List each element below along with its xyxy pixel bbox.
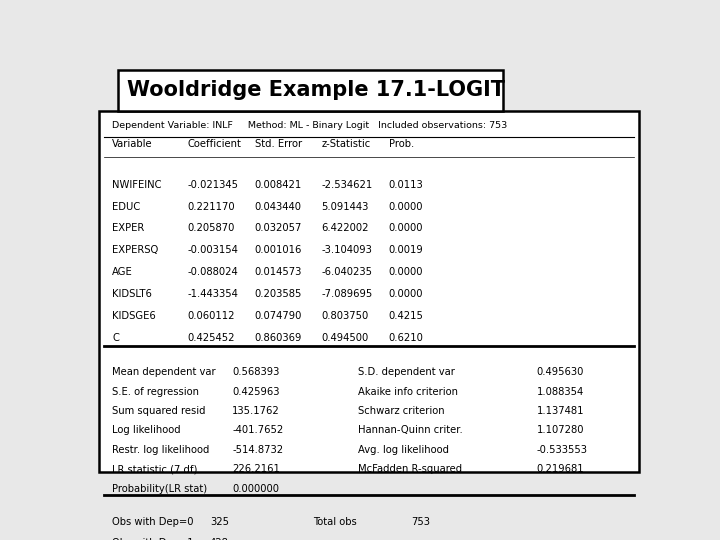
Text: Obs with Dep=1: Obs with Dep=1 [112, 538, 194, 540]
Text: 5.091443: 5.091443 [322, 201, 369, 212]
Text: S.D. dependent var: S.D. dependent var [358, 367, 455, 377]
Text: 753: 753 [411, 517, 430, 527]
Text: AGE: AGE [112, 267, 133, 278]
Text: 0.014573: 0.014573 [255, 267, 302, 278]
Text: 6.422002: 6.422002 [322, 224, 369, 233]
Text: 1.088354: 1.088354 [536, 387, 584, 397]
Text: Sum squared resid: Sum squared resid [112, 406, 206, 416]
Text: -1.443354: -1.443354 [188, 289, 238, 299]
Text: C: C [112, 333, 120, 343]
Text: KIDSLT6: KIDSLT6 [112, 289, 152, 299]
Text: Akaike info criterion: Akaike info criterion [358, 387, 458, 397]
Text: 0.219681: 0.219681 [536, 464, 584, 474]
Text: -2.534621: -2.534621 [322, 180, 373, 190]
Text: z-Statistic: z-Statistic [322, 139, 371, 149]
Text: 0.205870: 0.205870 [188, 224, 235, 233]
Text: 0.495630: 0.495630 [536, 367, 584, 377]
Text: -0.021345: -0.021345 [188, 180, 238, 190]
Text: Prob.: Prob. [389, 139, 414, 149]
Text: -401.7652: -401.7652 [233, 426, 284, 435]
Text: 0.221170: 0.221170 [188, 201, 235, 212]
Text: 0.425963: 0.425963 [233, 387, 280, 397]
Text: 0.060112: 0.060112 [188, 311, 235, 321]
Text: Dependent Variable: INLF     Method: ML - Binary Logit   Included observations: : Dependent Variable: INLF Method: ML - Bi… [112, 121, 508, 130]
Text: Log likelihood: Log likelihood [112, 426, 181, 435]
Text: EXPERSQ: EXPERSQ [112, 245, 158, 255]
Text: EDUC: EDUC [112, 201, 140, 212]
Text: 0.008421: 0.008421 [255, 180, 302, 190]
Text: Schwarz criterion: Schwarz criterion [358, 406, 444, 416]
Text: 0.0000: 0.0000 [389, 267, 423, 278]
Text: -514.8732: -514.8732 [233, 445, 284, 455]
Text: 0.0019: 0.0019 [389, 245, 423, 255]
Text: -6.040235: -6.040235 [322, 267, 372, 278]
Text: 1.107280: 1.107280 [536, 426, 584, 435]
Text: Avg. log likelihood: Avg. log likelihood [358, 445, 449, 455]
Text: 135.1762: 135.1762 [233, 406, 280, 416]
Text: Wooldridge Example 17.1-LOGIT: Wooldridge Example 17.1-LOGIT [127, 80, 505, 100]
Text: -3.104093: -3.104093 [322, 245, 372, 255]
Text: 0.074790: 0.074790 [255, 311, 302, 321]
Text: Hannan-Quinn criter.: Hannan-Quinn criter. [358, 426, 462, 435]
Text: -7.089695: -7.089695 [322, 289, 373, 299]
Text: 325: 325 [210, 517, 229, 527]
Text: LR statistic (7 df): LR statistic (7 df) [112, 464, 198, 474]
Text: 0.0000: 0.0000 [389, 224, 423, 233]
Text: 0.0000: 0.0000 [389, 201, 423, 212]
Text: -0.533553: -0.533553 [536, 445, 588, 455]
Text: Mean dependent var: Mean dependent var [112, 367, 216, 377]
Text: Probability(LR stat): Probability(LR stat) [112, 484, 207, 494]
Text: 1.137481: 1.137481 [536, 406, 584, 416]
Text: EXPER: EXPER [112, 224, 145, 233]
Text: 0.000000: 0.000000 [233, 484, 279, 494]
Text: 0.425452: 0.425452 [188, 333, 235, 343]
Text: 0.860369: 0.860369 [255, 333, 302, 343]
Text: Variable: Variable [112, 139, 153, 149]
Text: NWIFEINC: NWIFEINC [112, 180, 162, 190]
Text: -0.088024: -0.088024 [188, 267, 238, 278]
FancyBboxPatch shape [118, 70, 503, 111]
Text: -0.003154: -0.003154 [188, 245, 238, 255]
Text: 0.001016: 0.001016 [255, 245, 302, 255]
Text: Coefficient: Coefficient [188, 139, 241, 149]
Text: McFadden R-squared: McFadden R-squared [358, 464, 462, 474]
Text: 0.4215: 0.4215 [389, 311, 423, 321]
Text: 0.0000: 0.0000 [389, 289, 423, 299]
FancyBboxPatch shape [99, 111, 639, 472]
Text: Std. Error: Std. Error [255, 139, 302, 149]
Text: Total obs: Total obs [313, 517, 357, 527]
Text: 428: 428 [210, 538, 229, 540]
Text: 0.6210: 0.6210 [389, 333, 423, 343]
Text: KIDSGE6: KIDSGE6 [112, 311, 156, 321]
Text: 0.0113: 0.0113 [389, 180, 423, 190]
Text: 0.043440: 0.043440 [255, 201, 302, 212]
Text: 226.2161: 226.2161 [233, 464, 280, 474]
Text: 0.203585: 0.203585 [255, 289, 302, 299]
Text: 0.032057: 0.032057 [255, 224, 302, 233]
Text: S.E. of regression: S.E. of regression [112, 387, 199, 397]
Text: 0.494500: 0.494500 [322, 333, 369, 343]
Text: 0.803750: 0.803750 [322, 311, 369, 321]
Text: Obs with Dep=0: Obs with Dep=0 [112, 517, 194, 527]
Text: Restr. log likelihood: Restr. log likelihood [112, 445, 210, 455]
Text: 0.568393: 0.568393 [233, 367, 279, 377]
